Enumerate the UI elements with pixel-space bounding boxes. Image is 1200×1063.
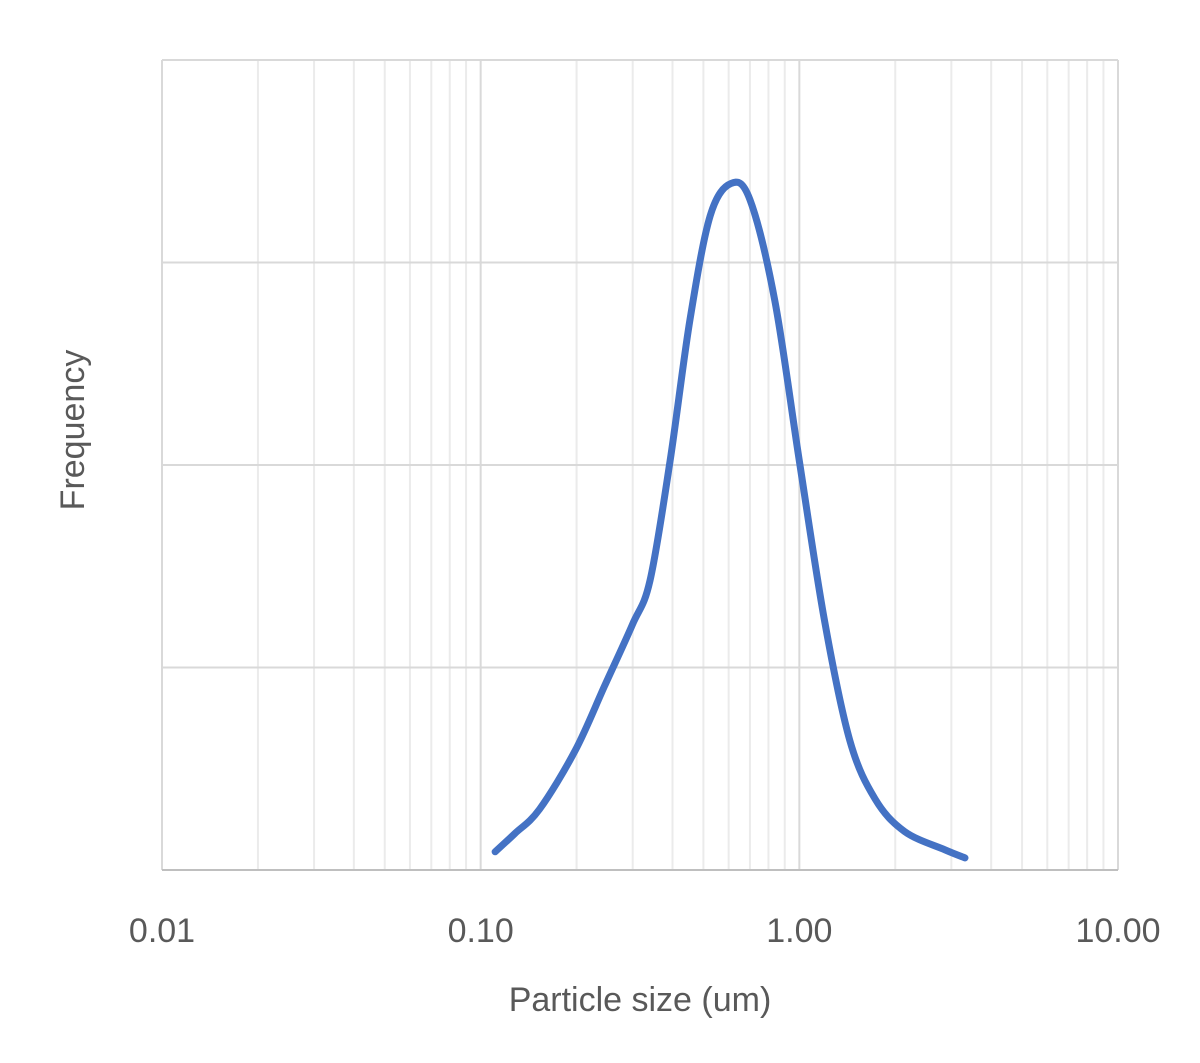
x-tick-label: 10.00 — [1075, 912, 1160, 950]
x-axis-title: Particle size (um) — [509, 981, 772, 1019]
y-axis-title: Frequency — [54, 350, 92, 511]
data-line — [491, 178, 969, 862]
x-tick-label: 0.01 — [129, 912, 195, 950]
x-tick-label: 1.00 — [766, 912, 832, 950]
x-tick-label: 0.10 — [448, 912, 514, 950]
